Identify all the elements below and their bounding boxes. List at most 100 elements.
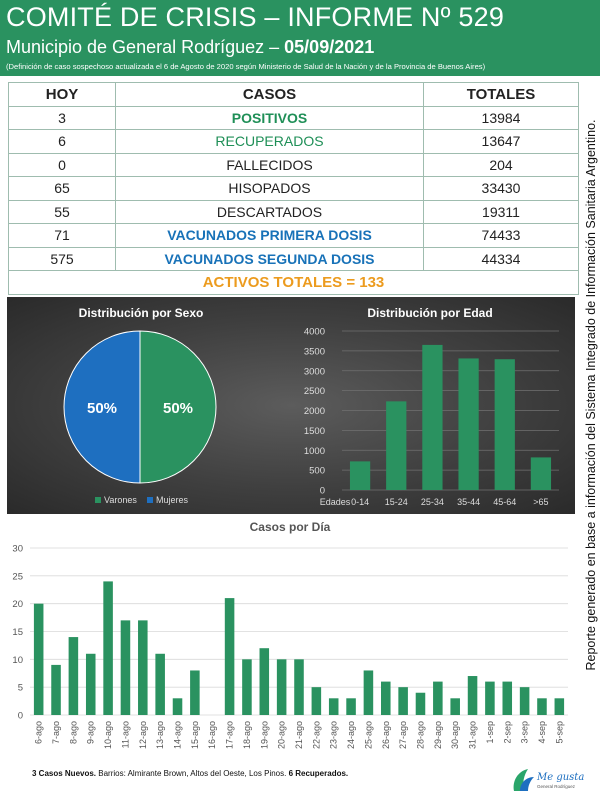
x-tick-label: 27-ago <box>398 721 408 749</box>
x-tick-label: 15-ago <box>190 721 200 749</box>
daily-bar <box>381 681 391 715</box>
daily-bar <box>502 681 513 715</box>
hoy-value: 65 <box>8 176 116 201</box>
pie-slice-varones <box>139 330 217 484</box>
y-tick-label: 10 <box>12 655 23 666</box>
x-tick-label: 25-ago <box>363 721 373 749</box>
daily-bar <box>554 698 565 715</box>
x-tick-label: 24-ago <box>346 721 356 749</box>
y-tick-label: 3000 <box>304 366 325 377</box>
daily-bar <box>103 581 113 715</box>
y-tick-label: 1000 <box>304 446 325 457</box>
x-tick-label: 3-sep <box>520 721 530 744</box>
x-tick-label: 45-64 <box>493 497 516 507</box>
header-hoy: HOY <box>8 82 116 107</box>
source-side-text: Reporte generado en base a información d… <box>581 95 600 695</box>
y-tick-label: 15 <box>12 627 23 638</box>
x-tick-label: >65 <box>533 497 548 507</box>
daily-bar <box>120 620 131 715</box>
totales-value: 13647 <box>423 129 579 154</box>
footer-note: 3 Casos Nuevos. Barrios: Almirante Brown… <box>32 769 348 778</box>
y-tick-label: 30 <box>12 544 23 555</box>
x-tick-label: 20-ago <box>277 721 287 749</box>
daily-bar <box>276 659 287 715</box>
daily-bar <box>485 681 495 715</box>
definition-note: (Definición de caso sospechoso actualiza… <box>6 62 486 71</box>
pie-data-label: 50% <box>87 400 117 417</box>
casos-label: VACUNADOS PRIMERA DOSIS <box>115 223 424 248</box>
x-tick-label: 29-ago <box>433 721 443 749</box>
recuperados-text: 6 Recuperados. <box>288 769 349 778</box>
daily-bar <box>259 648 270 715</box>
y-tick-label: 1500 <box>304 426 325 437</box>
x-tick-label: 19-ago <box>259 721 269 749</box>
daily-cases-chart: Casos por Día 0 5 10 15 20 25 30 6-ago 7-ago 8-ago… <box>12 520 568 749</box>
x-tick-label: 18-ago <box>242 721 252 749</box>
y-tick-label: 500 <box>309 466 325 477</box>
daily-bar <box>68 637 79 715</box>
logo-text: Me gusta <box>536 772 584 783</box>
x-tick-label: 22-ago <box>311 721 321 749</box>
row-vacunados-primera: 71 VACUNADOS PRIMERA DOSIS 74433 <box>8 223 579 248</box>
source-note: Reporte generado en base a información d… <box>584 119 598 671</box>
daily-bar <box>85 653 96 715</box>
casos-label: VACUNADOS SEGUNDA DOSIS <box>115 246 424 271</box>
totales-value: 13984 <box>423 105 579 130</box>
hoy-value: 71 <box>8 223 116 248</box>
daily-bar <box>190 670 200 715</box>
pie-title: Distribución por Sexo <box>79 306 204 320</box>
pie-data-label: 50% <box>163 400 193 417</box>
age-bar <box>386 401 407 490</box>
x-tick-label: 31-ago <box>468 721 478 749</box>
summary-header-row: HOY CASOS TOTALES <box>8 82 579 107</box>
header-banner: COMITÉ DE CRISIS – INFORME Nº 529 Munici… <box>0 0 600 76</box>
x-tick-label: 8-ago <box>68 721 78 744</box>
x-tick-label: 35-44 <box>457 497 480 507</box>
daily-bar <box>363 670 374 715</box>
x-tick-label: 16-ago <box>207 721 217 749</box>
daily-bar <box>415 692 426 715</box>
y-tick-label: 0 <box>18 711 23 722</box>
totales-value: 44334 <box>423 246 579 271</box>
x-tick-label: 25-34 <box>421 497 444 507</box>
x-tick-label: 4-sep <box>537 721 547 744</box>
x-tick-label: 7-ago <box>51 721 61 744</box>
row-activos: ACTIVOS TOTALES = 133 <box>8 270 579 295</box>
row-hisopados: 65 HISOPADOS 33430 <box>8 176 579 201</box>
x-tick-label: 11-ago <box>120 721 130 748</box>
legend-swatch <box>147 497 153 503</box>
x-tick-label: 6-ago <box>34 721 44 744</box>
daily-bar <box>311 687 322 715</box>
row-vacunados-segunda: 575 VACUNADOS SEGUNDA DOSIS 44334 <box>8 246 579 271</box>
x-tick-label: 21-ago <box>294 721 304 749</box>
daily-bar <box>138 620 148 715</box>
hoy-value: 3 <box>8 105 116 130</box>
barrios-text: Barrios: Almirante Brown, Altos del Oest… <box>96 769 289 778</box>
x-tick-label: 13-ago <box>155 721 165 749</box>
age-bar <box>494 359 515 490</box>
row-fallecidos: 0 FALLECIDOS 204 <box>8 152 579 177</box>
daily-bar <box>346 698 356 715</box>
totales-value: 74433 <box>423 223 579 248</box>
x-tick-label: 10-ago <box>103 721 113 749</box>
daily-bar <box>224 598 235 715</box>
pie-slice-mujeres <box>63 330 141 484</box>
me-gusta-logo: Me gusta General Rodríguez <box>513 769 584 791</box>
totales-value: 33430 <box>423 176 579 201</box>
hoy-value: 55 <box>8 199 116 224</box>
x-tick-label: 5-sep <box>554 721 564 744</box>
age-bar <box>349 461 371 490</box>
daily-bar <box>328 698 339 715</box>
x-tick-label: 9-ago <box>86 721 96 744</box>
x-tick-label: 30-ago <box>450 721 460 749</box>
x-tick-label: 14-ago <box>173 721 183 749</box>
hoy-value: 575 <box>8 246 116 271</box>
row-positivos: 3 POSITIVOS 13984 <box>8 105 579 130</box>
daily-bar <box>537 698 547 715</box>
legend-label: Mujeres <box>156 495 189 505</box>
demographics-panel: Distribución por Sexo 50% 50% Varones Mujere… <box>7 297 575 514</box>
header-casos: CASOS <box>115 82 424 107</box>
x-tick-label: 1-sep <box>485 721 495 744</box>
age-title: Distribución por Edad <box>367 306 492 320</box>
